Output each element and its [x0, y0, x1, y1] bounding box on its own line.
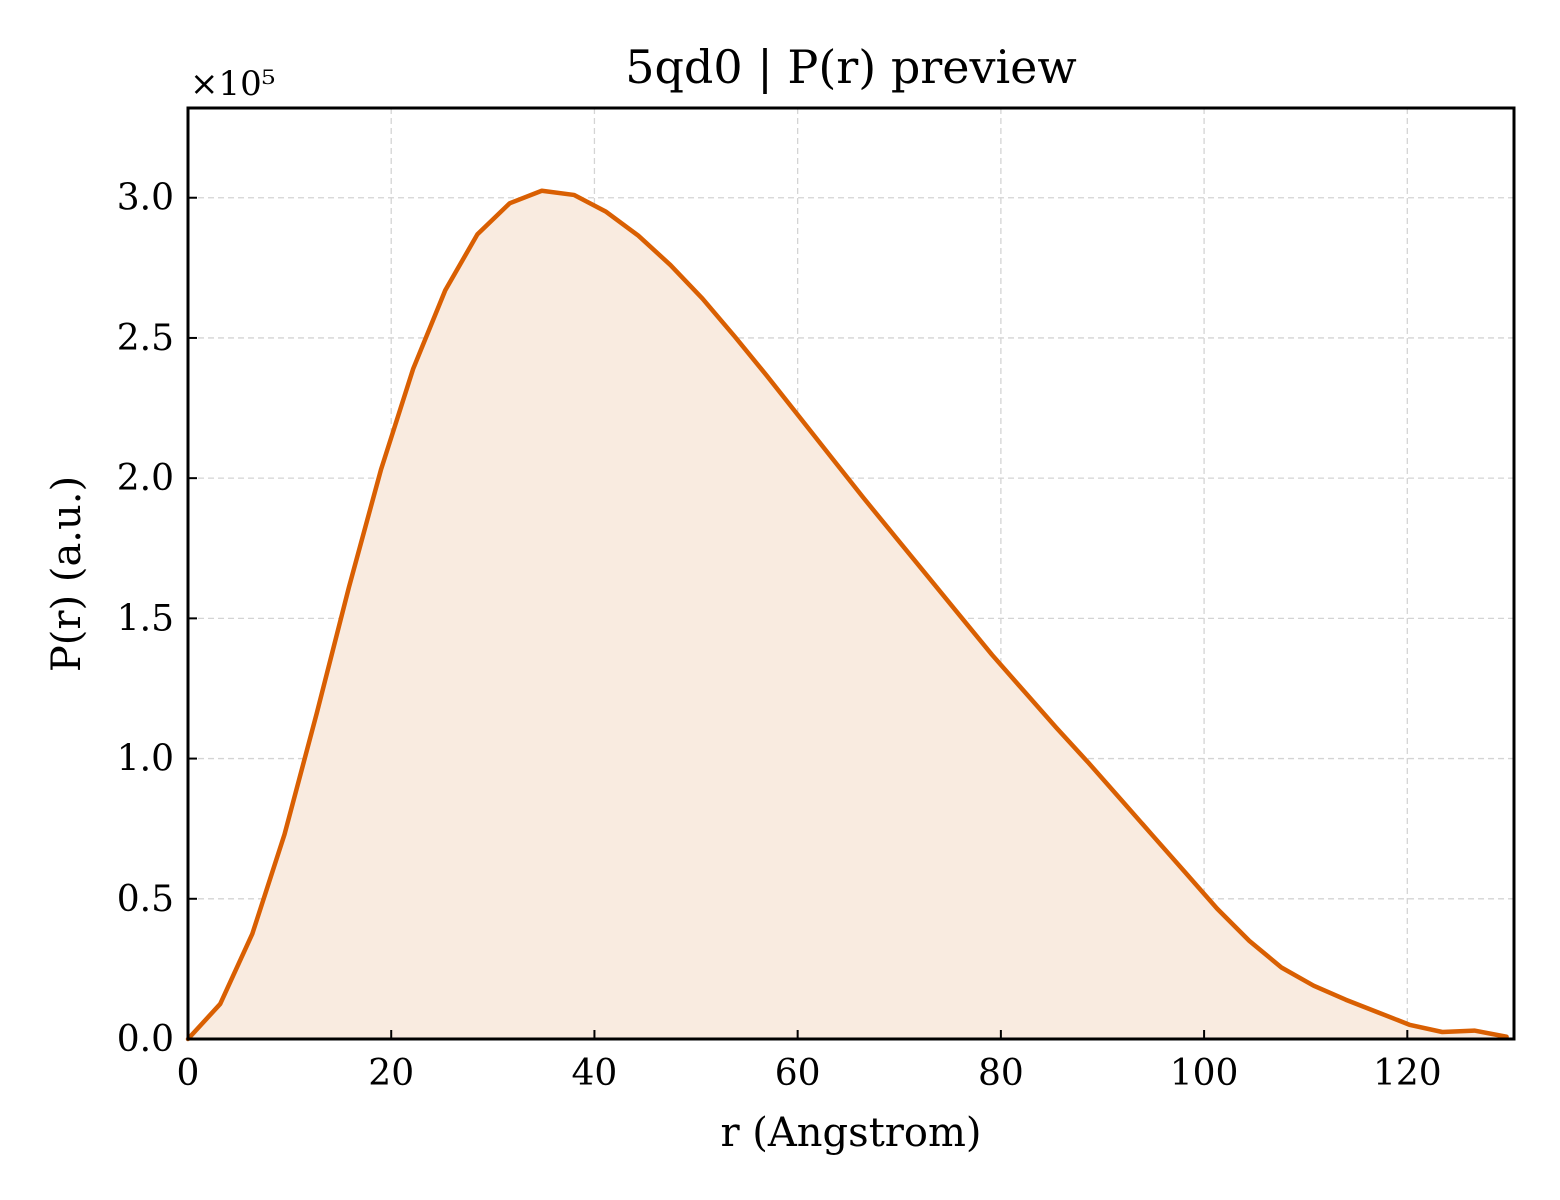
y-axis-offset-label: ×10⁵	[190, 64, 275, 104]
y-tick-label: 2.0	[117, 458, 174, 499]
x-tick-label: 80	[978, 1053, 1024, 1094]
y-tick-label: 3.0	[117, 178, 174, 219]
y-axis-label: P(r) (a.u.)	[44, 476, 90, 672]
x-tick-label: 60	[775, 1053, 821, 1094]
chart-title: 5qd0 | P(r) preview	[625, 40, 1077, 94]
x-tick-label: 120	[1373, 1053, 1442, 1094]
x-tick-label: 0	[177, 1053, 200, 1094]
pr-area-fill	[188, 190, 1507, 1040]
x-tick-label: 20	[368, 1053, 414, 1094]
pr-series-line	[185, 188, 1509, 1042]
y-tick-label: 1.0	[117, 739, 174, 780]
x-tick-label: 100	[1170, 1053, 1239, 1094]
y-tick-label: 2.5	[117, 318, 174, 359]
ticks: 0 20 40 60 80 100 120 0.0 0.5 1.0 1.5 2.0 2.5 3.0	[117, 178, 1442, 1094]
x-axis-label: r (Angstrom)	[720, 1110, 981, 1156]
y-tick-label: 0.0	[117, 1019, 174, 1060]
x-tick-label: 40	[572, 1053, 618, 1094]
y-tick-label: 0.5	[117, 879, 174, 920]
y-tick-label: 1.5	[117, 598, 174, 639]
plot-frame	[186, 106, 1516, 1041]
